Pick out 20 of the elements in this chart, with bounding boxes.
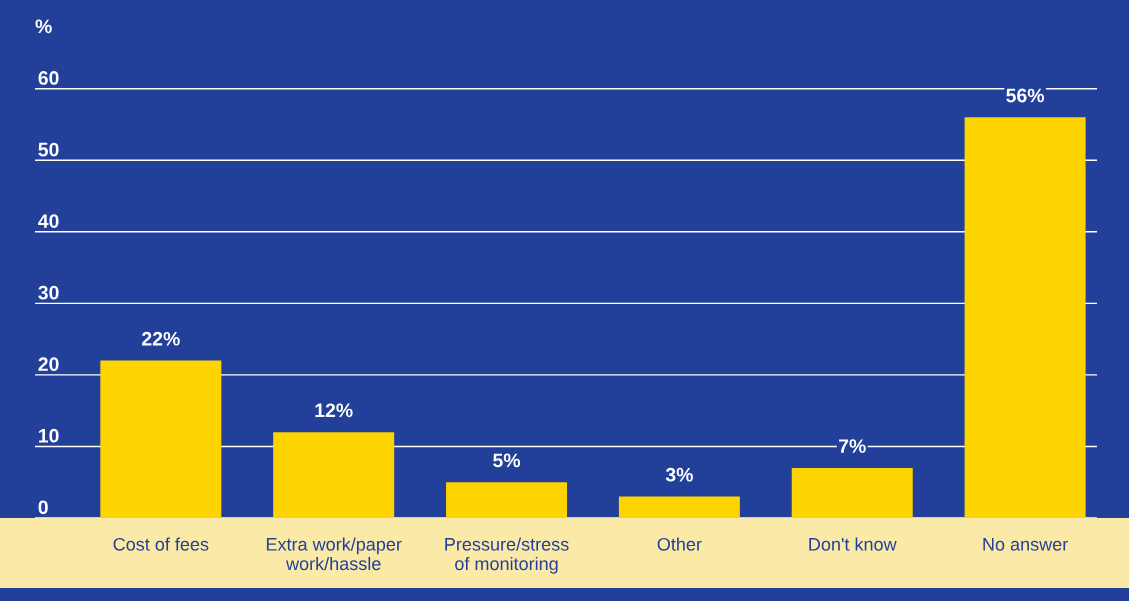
y-tick-label: 0: [38, 500, 48, 515]
y-tick-label: 20: [38, 357, 59, 372]
y-tick-label: 60: [38, 71, 59, 85]
x-tick-label: Cost of fees: [113, 537, 209, 551]
y-tick-label: 40: [38, 214, 59, 228]
data-label: 22%: [142, 331, 180, 346]
y-axis-title: %: [35, 19, 52, 34]
data-label: 5%: [493, 453, 521, 468]
x-tick-label: Other: [657, 537, 702, 551]
x-tick-label: Extra work/paper work/hassle: [266, 537, 402, 571]
x-tick-label: No answer: [983, 538, 1068, 551]
x-tick-label: Pressure/stress of monitoring: [445, 537, 569, 574]
data-label: 56%: [1006, 88, 1045, 103]
data-label: 7%: [839, 439, 866, 453]
data-label: 12%: [315, 403, 353, 418]
data-label: 3%: [665, 467, 693, 482]
y-tick-label: 30: [38, 285, 59, 300]
y-tick-label: 10: [39, 428, 59, 443]
x-tick-label: Don't know: [809, 537, 897, 551]
y-tick-label: 50: [38, 142, 59, 157]
